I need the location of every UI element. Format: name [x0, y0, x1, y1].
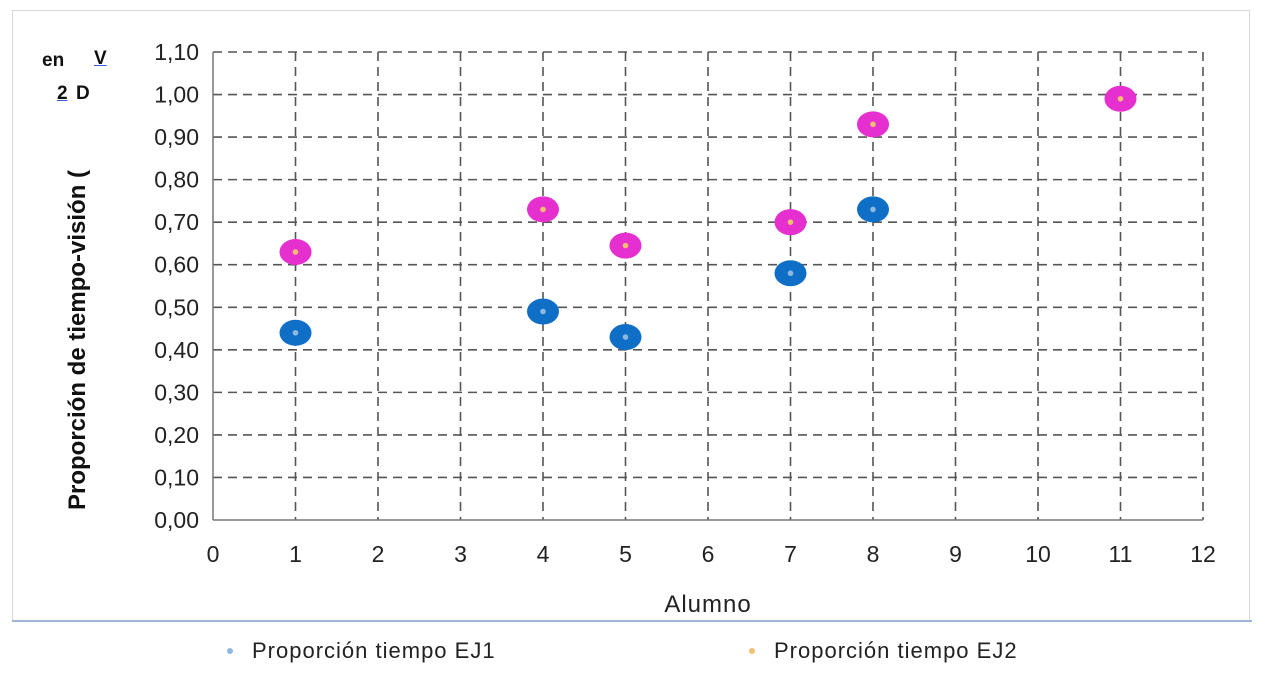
y-tick-label: 0,50 [154, 294, 199, 320]
chart-frame [12, 10, 1250, 620]
y-axis-label: Proporción de tiempo-visión ( [64, 170, 91, 510]
cropped-fragment-d: D [76, 83, 90, 104]
data-point-center [622, 334, 629, 340]
y-tick-label: 1,00 [154, 82, 199, 108]
y-tick-label: 0,40 [154, 337, 199, 363]
data-point-center [540, 206, 546, 213]
y-tick-label: 0,30 [154, 379, 199, 405]
x-tick-label: 10 [1025, 541, 1051, 567]
y-tick-label: 1,10 [154, 39, 199, 65]
x-tick-label: 3 [454, 541, 467, 567]
data-point-center [292, 330, 299, 336]
data-point-center [787, 270, 794, 277]
data-point-center [540, 308, 546, 315]
data-point-center [1117, 96, 1124, 102]
data-point-center [292, 249, 299, 255]
x-tick-label: 7 [784, 541, 797, 567]
cropped-fragment-v: V [94, 48, 107, 69]
x-tick-label: 0 [207, 541, 220, 567]
legend-item-ej2: Proporción tiempo EJ2 [736, 638, 1018, 664]
cropped-fragment-2: 2 [57, 83, 68, 104]
x-axis-label: Alumno [664, 591, 751, 618]
data-point-center [622, 242, 629, 249]
y-tick-label: 0,70 [154, 209, 199, 235]
x-tick-label: 2 [372, 541, 385, 567]
legend-item-ej1: Proporción tiempo EJ1 [214, 638, 496, 664]
scatter-chart: 0,00 0,10 0,20 0,30 0,40 0,50 0,60 0,70 0,80 0,90… [64, 39, 1216, 618]
y-tick-label: 0,60 [154, 252, 199, 278]
y-tick-label: 0,80 [154, 167, 199, 193]
x-tick-label: 8 [867, 541, 880, 567]
x-tick-labels: 0 1 2 3 4 5 6 7 8 9 10 11 12 [207, 541, 1216, 567]
axes [212, 52, 1203, 521]
cropped-fragment-en: en [42, 50, 65, 71]
data-point-center [870, 121, 876, 128]
x-tick-label: 5 [619, 541, 632, 567]
legend: Proporción tiempo EJ1 Proporción tiempo … [12, 620, 1252, 680]
x-tick-label: 12 [1190, 541, 1216, 567]
y-tick-labels: 0,00 0,10 0,20 0,30 0,40 0,50 0,60 0,70 0,80 0,90… [154, 39, 199, 533]
x-tick-label: 9 [949, 541, 962, 567]
x-tick-label: 4 [537, 541, 550, 567]
data-points [279, 85, 1137, 351]
y-tick-label: 0,10 [154, 464, 199, 490]
grid-lines [213, 51, 1204, 520]
data-point-center [787, 219, 794, 225]
y-tick-label: 0,00 [154, 507, 199, 533]
x-tick-label: 6 [702, 541, 715, 567]
y-tick-label: 0,20 [154, 422, 199, 448]
x-tick-label: 11 [1109, 541, 1133, 567]
legend-marker-ej2 [736, 638, 768, 664]
y-tick-label: 0,90 [154, 124, 199, 150]
legend-marker-ej1 [214, 638, 246, 664]
legend-label-ej1: Proporción tiempo EJ1 [252, 638, 496, 663]
legend-label-ej2: Proporción tiempo EJ2 [774, 638, 1018, 663]
x-tick-label: 1 [289, 541, 302, 567]
data-point-center [870, 206, 876, 213]
